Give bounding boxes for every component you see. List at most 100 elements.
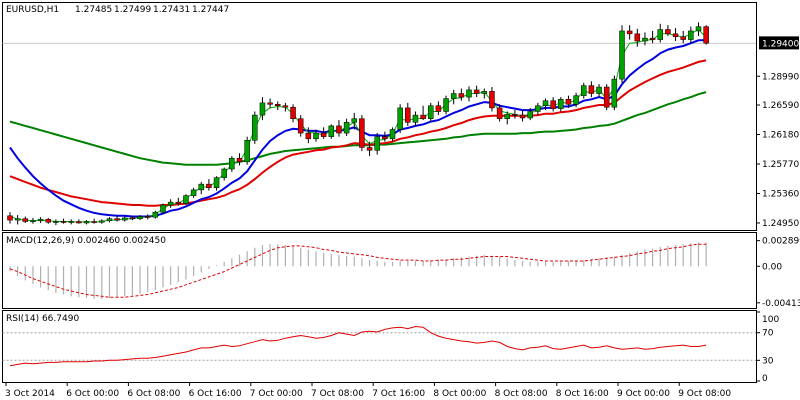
rsi-tick-label: 30 — [762, 356, 774, 366]
candle — [320, 127, 327, 139]
candle-body-bull — [450, 93, 457, 99]
candle-body-bull — [244, 140, 250, 163]
candle-body-bear — [91, 221, 97, 223]
candle-body-bear — [60, 221, 67, 223]
candle-body-bear — [512, 114, 518, 116]
candle — [91, 218, 97, 224]
candle-body-bull — [83, 221, 90, 224]
candle — [504, 111, 510, 125]
price-tick-label: 1.26590 — [762, 101, 799, 111]
candle-body-bear — [22, 218, 29, 222]
candle — [236, 153, 243, 166]
candle — [535, 102, 541, 116]
macd-panel-frame — [2, 232, 757, 309]
candle — [519, 110, 526, 122]
candle — [175, 197, 182, 206]
candle-body-bear — [634, 33, 641, 42]
candle-body-bull — [619, 30, 625, 80]
candle-body-bull — [190, 189, 197, 196]
ohlc-readout: 1.27485 1.27499 1.27431 1.27447 — [75, 5, 229, 15]
ema-red-line — [9, 59, 707, 207]
candle — [343, 118, 350, 136]
candle-body-bull — [397, 107, 403, 130]
price-tick-label: 1.24950 — [762, 219, 799, 229]
candle — [7, 212, 13, 224]
rsi-axis: 100 70 30 0 — [756, 311, 779, 384]
candle-body-bull — [695, 26, 702, 32]
candle — [183, 194, 189, 205]
candle-body-bear — [405, 107, 411, 123]
price-axis: 1.29400 1.28990 1.26590 1.26180 1.25770 1.253… — [756, 36, 799, 229]
candle — [53, 219, 59, 226]
macd-axis: 0.002899 0.00 -0.004139 — [756, 237, 800, 309]
candle — [328, 124, 335, 139]
candle-body-bull — [657, 29, 663, 40]
candle-body-bear — [206, 183, 212, 188]
candle — [428, 102, 434, 122]
price-tick-label: 1.28990 — [762, 72, 799, 82]
candle — [558, 97, 564, 112]
candle — [466, 86, 472, 102]
macd-tick-label: 0.002899 — [762, 237, 800, 247]
candle — [114, 215, 120, 222]
candle-body-bear — [144, 216, 151, 218]
candle — [527, 107, 533, 121]
candle — [297, 115, 304, 137]
candle — [473, 85, 480, 98]
candle-body-bull — [137, 216, 143, 219]
time-tick-label: 9 Oct 08:00 — [678, 389, 731, 399]
candle — [366, 141, 373, 157]
candle — [313, 129, 319, 142]
candle-body-bull — [412, 114, 419, 123]
rsi-line — [9, 325, 707, 367]
candle-body-bull — [389, 129, 396, 140]
ema-green-path — [9, 91, 707, 166]
candle — [206, 179, 212, 191]
rsi-title: RSI(14) 66.7490 — [6, 314, 79, 324]
candle-body-bear — [290, 106, 296, 119]
price-title: EURUSD,H1 — [6, 5, 59, 15]
candle — [672, 28, 679, 42]
candle-body-bear — [435, 105, 442, 112]
candle — [596, 84, 602, 98]
candle — [167, 199, 174, 208]
price-tick-label: 1.26180 — [762, 131, 799, 141]
candle-body-bull — [688, 30, 694, 40]
candle — [22, 216, 29, 223]
time-tick-label: 9 Oct 00:00 — [617, 389, 670, 399]
candle — [68, 219, 74, 225]
candle — [397, 104, 403, 134]
candle-body-bull — [68, 221, 74, 223]
candle-body-bull — [535, 105, 541, 112]
candle-body-bull — [122, 217, 128, 221]
candle-body-bull — [252, 114, 258, 141]
candle — [665, 25, 671, 36]
candle-body-bear — [672, 33, 679, 37]
time-tick-label: 8 Oct 08:00 — [495, 389, 548, 399]
candle — [435, 101, 442, 116]
candle-body-bear — [114, 218, 120, 221]
candle — [290, 104, 296, 123]
candle-body-bear — [336, 125, 342, 134]
rsi-path — [9, 325, 707, 367]
candle-body-bull — [167, 201, 174, 206]
time-tick-label: 6 Oct 08:00 — [127, 389, 180, 399]
candle — [680, 30, 686, 44]
time-tick-label: 3 Oct 2014 — [5, 389, 55, 399]
candle — [359, 115, 365, 152]
time-tick-label: 6 Oct 00:00 — [66, 389, 119, 399]
candle-body-bear — [275, 104, 281, 106]
candle — [30, 217, 36, 224]
macd-signal-line — [9, 243, 707, 298]
candle — [389, 127, 396, 142]
candle — [374, 133, 380, 155]
candle — [565, 95, 572, 108]
candle — [76, 219, 82, 224]
candle — [458, 88, 465, 101]
candle — [137, 215, 143, 221]
candle — [443, 95, 449, 115]
candle-body-bull — [642, 37, 648, 42]
candle — [106, 217, 113, 223]
candle — [420, 105, 426, 121]
